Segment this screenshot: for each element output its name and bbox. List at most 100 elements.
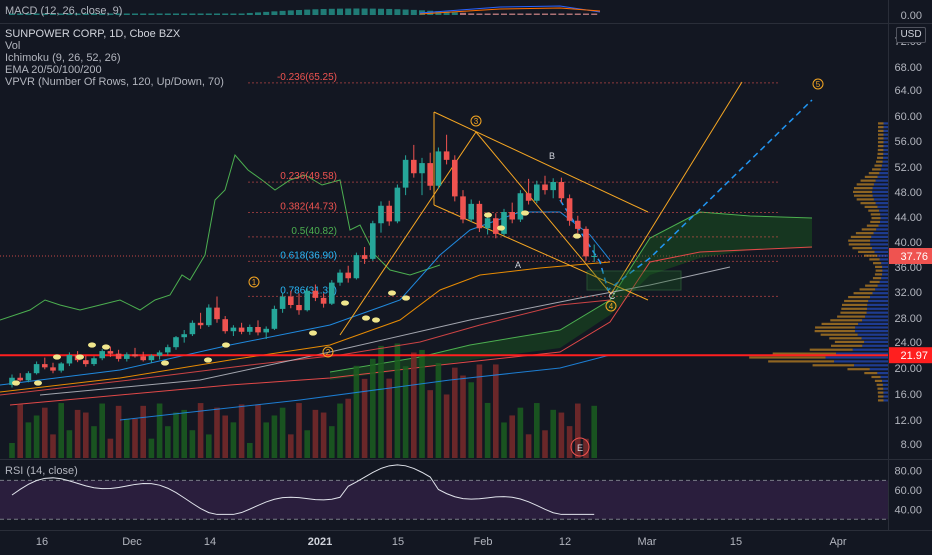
rsi-panel: 80.00 60.00 40.00 [0,464,922,520]
vpvr-up-bar [877,148,884,152]
ema-line [0,261,611,393]
macd-hist-bar [410,9,417,15]
vpvr-up-bar [871,375,881,379]
vpvr-up-bar [847,368,870,371]
vpvr-down-bar [882,160,888,163]
candle-body [591,256,597,257]
target-box [586,270,682,291]
candle-body [50,367,56,371]
volume-bar [83,412,89,458]
candle-body [132,354,138,357]
vpvr-down-bar [877,372,888,375]
vpvr-up-bar [834,340,865,343]
cross-marker [222,342,230,348]
volume-bar [525,434,532,458]
cross-marker [521,210,529,216]
macd-hist-bar [41,13,48,15]
wave-letter: B [549,151,555,161]
candle-body [255,327,261,333]
macd-hist-bar [566,13,573,15]
candle-body [140,356,146,361]
macd-hist-bar [550,13,557,15]
macd-hist-bar [263,11,270,15]
vpvr-down-bar [883,137,888,140]
wave-circle [812,78,824,90]
vpvr-up-bar [874,273,883,276]
vpvr-up-bar [856,183,874,186]
volume-bar [197,403,204,458]
wave-circle [470,115,482,127]
vpvr-down-bar [883,152,888,155]
vpvr-down-bar [883,399,888,402]
vpvr-down-bar [883,122,888,125]
volume-bar [115,405,122,458]
vpvr-up-bar [841,307,867,310]
candle-body [452,159,458,197]
volume-bar [58,403,64,458]
wave-circle [248,276,260,288]
macd-hist-bar [99,13,106,15]
wave-circle [322,346,334,358]
vpvr-up-bar [877,156,884,159]
volume-bar [345,398,351,458]
vpvr-up-bar [869,280,880,283]
vpvr-up-bar [853,292,873,295]
candle-body [525,193,532,201]
candle-body [33,364,40,374]
volume-bar [296,403,302,458]
vpvr-up-bar [844,299,869,303]
volume-bar [230,422,237,458]
cross-marker [388,290,396,296]
vpvr-up-bar [876,383,883,386]
macd-hist-bar [353,8,360,15]
signal-line [419,7,601,15]
rsi-legend: RSI (14, close) [5,465,78,477]
vpvr-down-bar [880,217,888,220]
macd-hist-bar [287,10,294,15]
macd-hist-bar [468,13,475,15]
candle-body [394,187,401,222]
volume-bar [17,404,23,458]
macd-hist-bar [361,8,368,15]
volume-bar [337,403,343,458]
vpvr-down-bar [862,344,888,347]
macd-hist-bar [132,13,138,15]
vpvr-down-bar [883,141,888,144]
currency-badge[interactable]: USD [896,27,926,43]
candle-body [83,360,89,365]
volume-bar [74,409,81,458]
cross-marker [161,360,169,366]
macd-hist-bar [189,13,196,15]
indicator-legend-vol: Vol [5,40,21,52]
vpvr-up-bar [837,315,866,318]
vpvr-down-bar [858,322,888,325]
volume-bar [452,367,458,458]
candle-body [263,328,269,333]
cross-marker [362,315,370,321]
vpvr-down-bar [873,183,888,186]
vpvr-up-bar [873,262,882,265]
volume-bar [156,403,163,458]
candle-body [493,218,499,234]
macd-hist-bar [17,13,24,15]
candle-body [25,373,32,381]
volume-bar [411,352,417,458]
vpvr-up-bar [870,220,881,223]
candle-body [558,182,565,199]
vpvr-up-bar [877,145,884,148]
volume-bar [42,407,48,458]
volume-bar [558,412,565,458]
candle-body [288,296,294,305]
vpvr-up-bar [877,387,884,390]
candle-body [206,307,212,326]
volume-bar [99,403,105,458]
volume-bar [25,422,32,458]
vpvr-down-bar [834,360,888,363]
volume-bar [493,364,499,458]
candle-body [386,205,392,222]
rsi-tick-label: 80.00 [894,466,922,478]
volume-bar [181,409,187,458]
vpvr-up-bar [877,391,884,394]
candle-body [337,272,343,283]
